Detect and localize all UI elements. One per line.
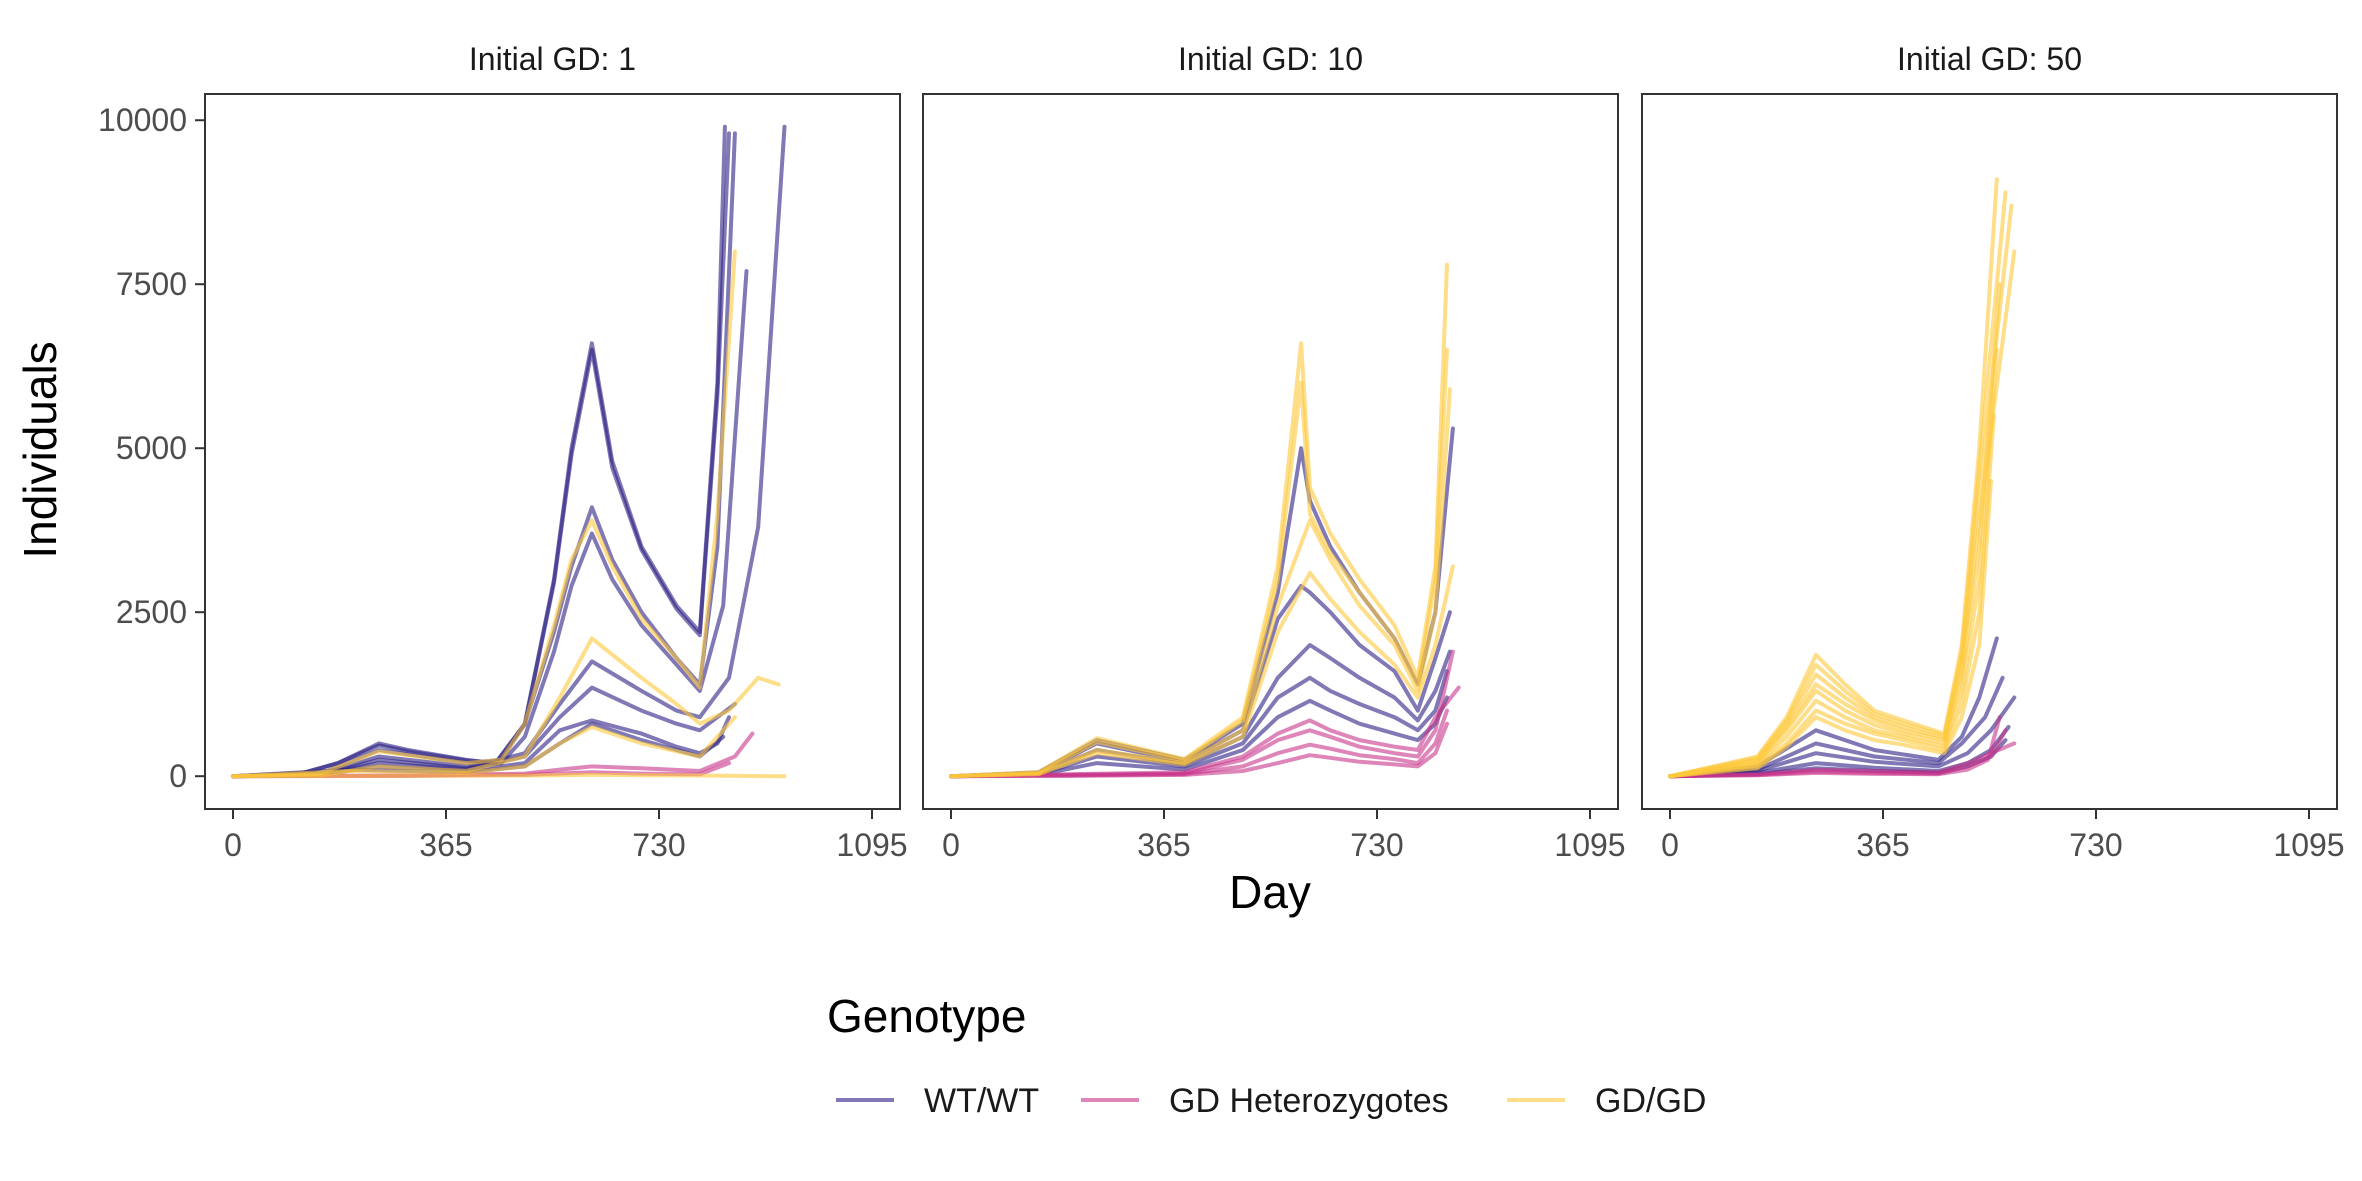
series-line-gd-gd xyxy=(231,772,787,779)
x-tick-label: 0 xyxy=(1661,827,1679,863)
x-tick-label: 730 xyxy=(2069,827,2122,863)
x-tick-label: 1095 xyxy=(1554,827,1625,863)
y-tick-label: 10000 xyxy=(98,102,187,138)
facet-panel-2: Initial GD: 10 0 365 730 1095 xyxy=(922,41,1626,863)
series-line-gd-gd xyxy=(1668,413,1996,779)
facet-title: Initial GD: 50 xyxy=(1897,41,2082,77)
legend: Genotype WT/WT GD Heterozygotes GD/GD xyxy=(827,990,1706,1120)
y-tick-label: 7500 xyxy=(116,266,187,302)
series-line-wt-wt xyxy=(231,685,737,779)
x-tick-label: 365 xyxy=(1856,827,1909,863)
y-tick-label: 5000 xyxy=(116,430,187,466)
series-line-wt-wt xyxy=(1668,675,2005,779)
x-tick-label: 730 xyxy=(1350,827,1403,863)
series-line-gd-gd xyxy=(949,262,1449,779)
legend-label: GD/GD xyxy=(1595,1082,1706,1120)
series-line-gd-gd xyxy=(949,564,1455,779)
legend-label: WT/WT xyxy=(924,1082,1039,1120)
series-line-gd-gd xyxy=(949,347,1449,779)
y-tick-label: 0 xyxy=(169,758,187,794)
y-axis-title: Individuals xyxy=(14,341,66,558)
series-line-wt-wt xyxy=(231,269,749,779)
series-line-wt-wt xyxy=(949,669,1449,779)
series-line-gd-gd xyxy=(231,636,781,779)
facet-panels: Initial GD: 10 365 730 10950250050007500100… xyxy=(98,41,2345,863)
facet-title: Initial GD: 1 xyxy=(469,41,636,77)
series-line-wt-wt xyxy=(949,695,1449,779)
series-line-gd-gd xyxy=(949,387,1452,779)
facet-title: Initial GD: 10 xyxy=(1178,41,1363,77)
x-tick-label: 0 xyxy=(942,827,960,863)
facet-panel-1: Initial GD: 1 0 365 730 1095 0 2500 5000 7500 100… xyxy=(98,41,908,863)
series-line-gd-gd xyxy=(1668,282,2002,779)
series-line-wt-wt xyxy=(231,131,731,779)
panel-border xyxy=(1641,93,2338,810)
series-line-wt-wt xyxy=(231,124,787,779)
panel-border xyxy=(922,93,1619,810)
legend-label: GD Heterozygotes xyxy=(1169,1082,1449,1120)
series-line-wt-wt xyxy=(1668,695,2017,779)
series-lines xyxy=(949,262,1461,779)
series-lines xyxy=(1668,177,2017,779)
x-tick-label: 1095 xyxy=(836,827,907,863)
facet-panel-3: Initial GD: 50 0 365 730 1095 xyxy=(1641,41,2345,863)
series-line-gd-gd xyxy=(231,249,737,779)
x-axis-title: Day xyxy=(1229,866,1311,918)
x-tick-label: 365 xyxy=(1137,827,1190,863)
legend-title: Genotype xyxy=(827,990,1026,1042)
series-line-gd-heterozygotes xyxy=(949,721,1449,779)
y-tick-label: 2500 xyxy=(116,594,187,630)
panel-border xyxy=(204,93,901,810)
series-line-gd-gd xyxy=(231,715,737,779)
series-line-gd-gd xyxy=(1668,479,1993,779)
series-line-gd-gd xyxy=(1668,347,1999,779)
x-tick-label: 0 xyxy=(224,827,242,863)
legend-item-gd-gd: GD/GD xyxy=(1507,1082,1706,1120)
legend-item-gd-heterozygotes: GD Heterozygotes xyxy=(1081,1082,1449,1120)
x-tick-label: 1095 xyxy=(2273,827,2344,863)
series-lines xyxy=(231,124,787,779)
series-line-gd-heterozygotes xyxy=(1668,715,2002,779)
x-tick-label: 365 xyxy=(419,827,472,863)
x-tick-label: 730 xyxy=(632,827,685,863)
legend-item-wt-wt: WT/WT xyxy=(836,1082,1039,1120)
